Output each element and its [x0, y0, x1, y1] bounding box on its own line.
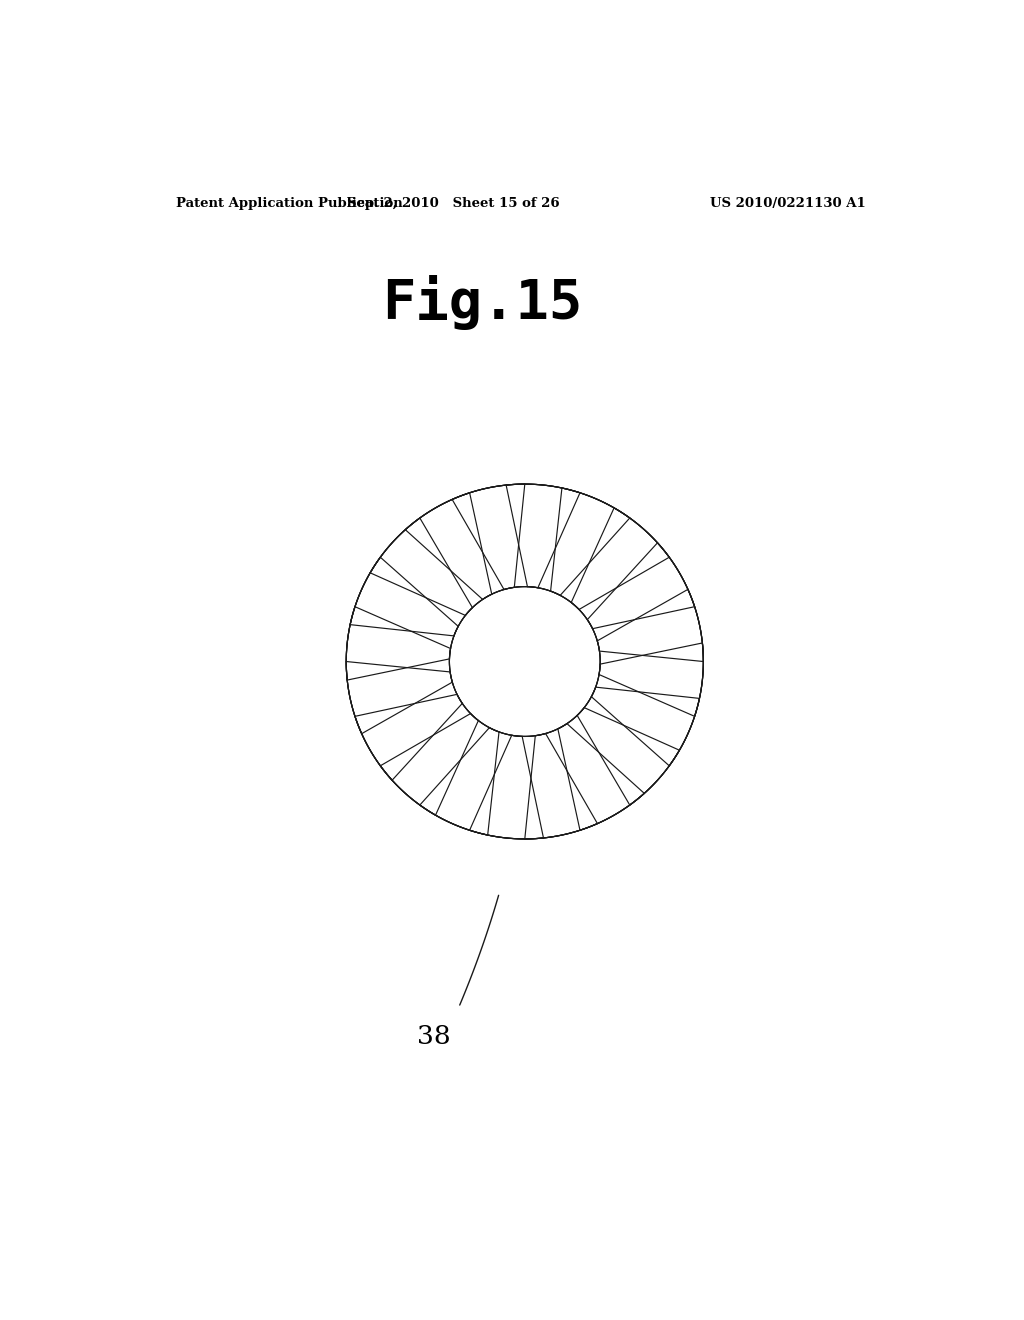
Text: Patent Application Publication: Patent Application Publication — [176, 197, 402, 210]
Text: Sep. 2, 2010   Sheet 15 of 26: Sep. 2, 2010 Sheet 15 of 26 — [347, 197, 560, 210]
Text: US 2010/0221130 A1: US 2010/0221130 A1 — [711, 197, 866, 210]
Text: 38: 38 — [417, 1024, 451, 1049]
Text: Fig.15: Fig.15 — [382, 276, 583, 330]
